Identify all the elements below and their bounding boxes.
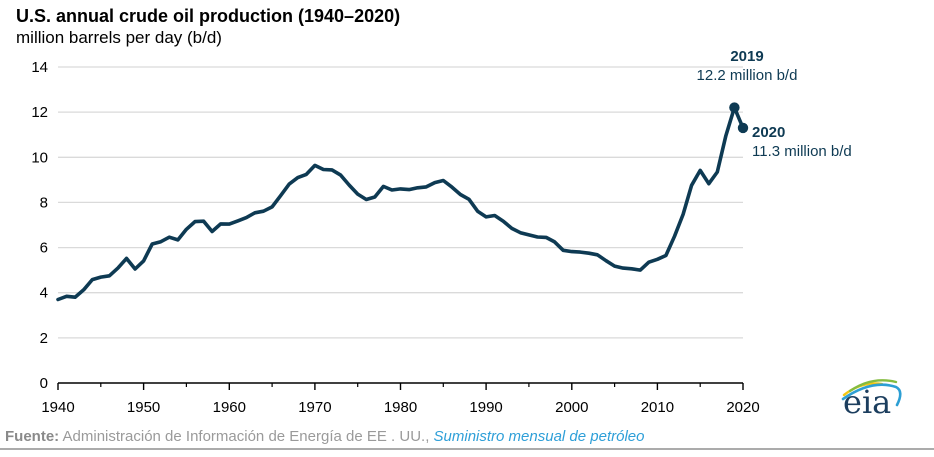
x-tick-label-2000: 2000 [555,399,588,416]
footer-divider [0,448,934,450]
y-tick-label-4: 4 [40,285,48,302]
source-line: Fuente: Administración de Información de… [5,428,644,445]
chart-subtitle: million barrels per day (b/d) [16,28,222,47]
source-text: Administración de Información de Energía… [62,428,434,445]
x-tick-label-2020: 2020 [726,399,759,416]
annotation-2020-year: 2020 [752,124,786,141]
x-tick-label-1970: 1970 [298,399,331,416]
x-tick-label-1960: 1960 [213,399,246,416]
x-tick-label-2010: 2010 [641,399,674,416]
annotation-2020: 2020 11.3 million b/d [752,123,852,161]
annotation-2019-value: 12.2 million b/d [696,67,798,84]
production-line [56,105,745,302]
x-tick-label-1950: 1950 [127,399,160,416]
logo-blue-arc-icon [841,383,902,407]
x-tick-label-1980: 1980 [384,399,417,416]
y-tick-label-2: 2 [40,330,48,347]
y-tick-label-12: 12 [31,104,48,121]
annotation-2019: 2019 12.2 million b/d [672,47,822,85]
y-tick-label-14: 14 [31,59,48,76]
logo-green-arc-icon [848,379,898,393]
source-prefix-label: Fuente: [5,428,60,445]
marker-2019 [729,102,740,113]
logo-text: eia [843,383,891,421]
marker-2020 [737,122,749,134]
x-tick-label-1940: 1940 [41,399,74,416]
annotation-2019-year: 2019 [730,48,764,65]
chart-title: U.S. annual crude oil production (1940–2… [16,6,401,26]
y-tick-label-0: 0 [40,375,48,392]
source-link[interactable]: Suministro mensual de petróleo [433,428,645,445]
y-tick-label-10: 10 [31,149,48,166]
y-tick-label-6: 6 [40,240,48,257]
annotation-2020-value: 11.3 million b/d [752,143,852,160]
y-tick-label-8: 8 [40,194,48,211]
x-tick-label-1990: 1990 [469,399,502,416]
eia-logo: eia [841,379,902,421]
